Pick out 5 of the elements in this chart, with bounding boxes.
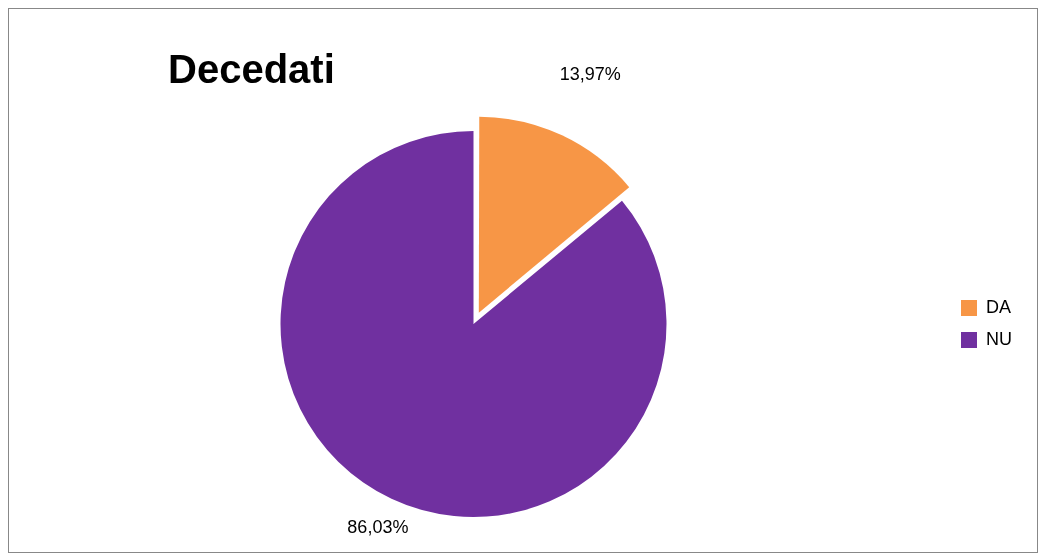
legend-label: DA (986, 296, 1012, 317)
legend-label: NU (986, 328, 1012, 349)
data-label: 86,03% (347, 516, 409, 537)
data-label: 13,97% (559, 64, 621, 85)
chart-title: Decedati (168, 47, 335, 92)
